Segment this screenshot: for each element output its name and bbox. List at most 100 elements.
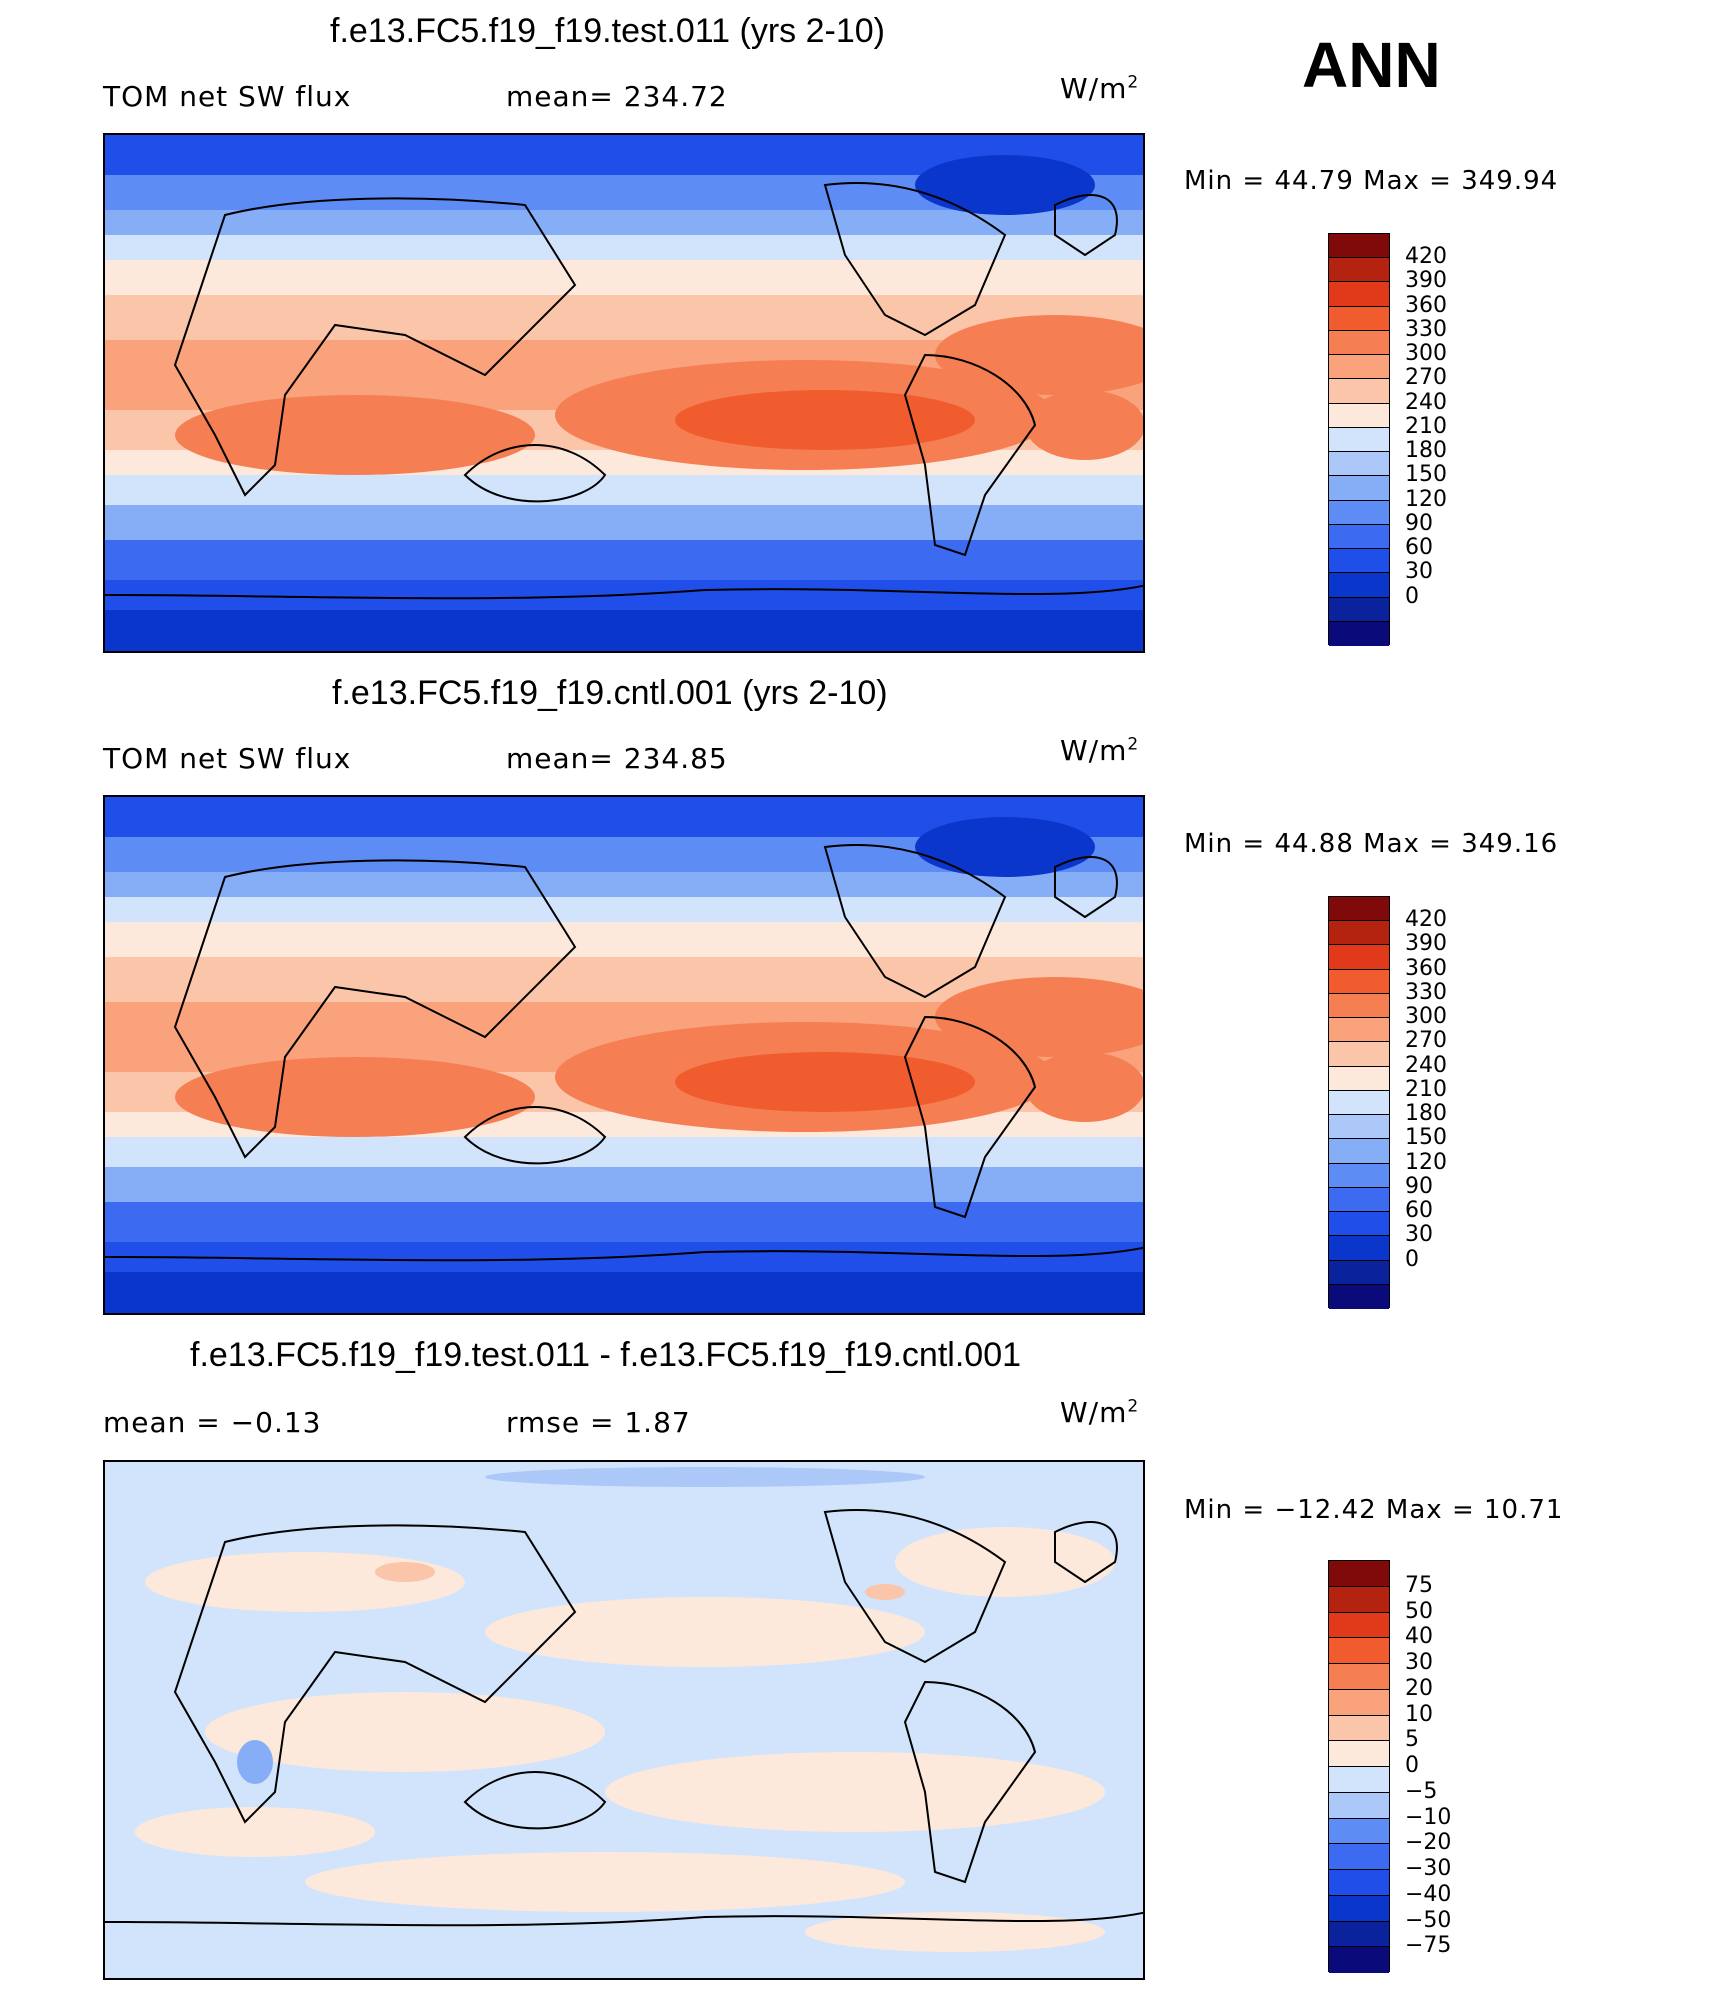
colorbar-swatch xyxy=(1329,1586,1389,1613)
colorbar-swatch xyxy=(1329,234,1389,259)
panel-2-units: W/m2 xyxy=(1060,734,1140,767)
panel-3-colorbar xyxy=(1328,1560,1390,1973)
colorbar-swatch xyxy=(1329,524,1389,550)
colorbar-level-label: −75 xyxy=(1405,1933,1452,1959)
colorbar-swatch xyxy=(1329,500,1389,525)
colorbar-swatch xyxy=(1329,1018,1389,1043)
panel-1-map xyxy=(103,133,1145,653)
panel-1-variable-label: TOM net SW flux xyxy=(103,80,352,113)
colorbar-level-label: 30 xyxy=(1405,559,1433,585)
colorbar-level-label: 60 xyxy=(1405,535,1433,561)
colorbar-swatch xyxy=(1329,1895,1389,1922)
panel-1-title: f.e13.FC5.f19_f19.test.011 (yrs 2-10) xyxy=(330,12,885,50)
colorbar-level-label: 330 xyxy=(1405,979,1447,1005)
colorbar-swatch xyxy=(1329,993,1389,1019)
colorbar-swatch xyxy=(1329,379,1389,404)
panel-3-mean-label: mean = −0.13 xyxy=(103,1406,322,1439)
colorbar-level-label: −30 xyxy=(1405,1856,1452,1881)
colorbar-swatch xyxy=(1329,427,1389,453)
colorbar-level-label: 420 xyxy=(1405,244,1447,270)
colorbar-level-label: 390 xyxy=(1405,268,1447,294)
colorbar-swatch xyxy=(1329,1715,1389,1742)
colorbar-swatch xyxy=(1329,258,1389,283)
panel-3-map xyxy=(103,1460,1145,1980)
colorbar-level-label: 150 xyxy=(1405,1125,1447,1151)
colorbar-swatch xyxy=(1329,1212,1389,1237)
colorbar-level-label: 120 xyxy=(1405,486,1447,512)
panel-2-title: f.e13.FC5.f19_f19.cntl.001 (yrs 2-10) xyxy=(332,674,888,712)
colorbar-level-label: −5 xyxy=(1405,1778,1438,1804)
colorbar-level-label: 90 xyxy=(1405,1173,1433,1199)
panel-3-rmse-label: rmse = 1.87 xyxy=(506,1406,691,1439)
colorbar-level-label: 40 xyxy=(1405,1624,1433,1650)
panel-1-contour-field xyxy=(105,135,1143,651)
colorbar-swatch xyxy=(1329,897,1389,922)
colorbar-swatch xyxy=(1329,597,1389,622)
colorbar-swatch xyxy=(1329,1947,1389,1973)
colorbar-level-label: −40 xyxy=(1405,1881,1452,1907)
colorbar-swatch xyxy=(1329,476,1389,501)
panel-2-contour-field xyxy=(105,797,1143,1313)
colorbar-level-label: 75 xyxy=(1405,1572,1433,1598)
colorbar-level-label: 0 xyxy=(1405,583,1419,609)
colorbar-level-label: 210 xyxy=(1405,1076,1447,1102)
colorbar-swatch xyxy=(1329,1236,1389,1261)
colorbar-swatch xyxy=(1329,573,1389,598)
panel-2-mean-label: mean= 234.85 xyxy=(506,742,728,775)
colorbar-swatch xyxy=(1329,330,1389,356)
colorbar-level-label: 300 xyxy=(1405,341,1447,367)
colorbar-swatch xyxy=(1329,621,1389,646)
panel-3-minmax: Min = −12.42 Max = 10.71 xyxy=(1184,1495,1564,1525)
colorbar-swatch xyxy=(1329,945,1389,970)
colorbar-swatch xyxy=(1329,1284,1389,1309)
panel-2-minmax: Min = 44.88 Max = 349.16 xyxy=(1184,829,1559,859)
colorbar-swatch xyxy=(1329,1187,1389,1213)
panel-1-minmax: Min = 44.79 Max = 349.94 xyxy=(1184,166,1559,196)
colorbar-swatch xyxy=(1329,549,1389,574)
colorbar-swatch xyxy=(1329,1741,1389,1767)
panel-1-colorbar xyxy=(1328,233,1390,646)
colorbar-level-label: 390 xyxy=(1405,931,1447,957)
colorbar-swatch xyxy=(1329,403,1389,428)
panel-3-units: W/m2 xyxy=(1060,1396,1140,1429)
colorbar-swatch xyxy=(1329,1844,1389,1870)
colorbar-swatch xyxy=(1329,1689,1389,1716)
colorbar-level-label: 30 xyxy=(1405,1650,1433,1675)
panel-2-colorbar xyxy=(1328,896,1390,1309)
colorbar-swatch xyxy=(1329,306,1389,331)
colorbar-swatch xyxy=(1329,1042,1389,1067)
colorbar-level-label: 360 xyxy=(1405,292,1447,318)
colorbar-swatch xyxy=(1329,1921,1389,1948)
colorbar-level-label: 360 xyxy=(1405,955,1447,981)
colorbar-swatch xyxy=(1329,1818,1389,1845)
colorbar-swatch xyxy=(1329,1163,1389,1188)
colorbar-swatch xyxy=(1329,1561,1389,1587)
colorbar-swatch xyxy=(1329,1664,1389,1690)
panel-2-map xyxy=(103,795,1145,1315)
panel-1-mean-label: mean= 234.72 xyxy=(506,80,728,113)
panel-2-variable-label: TOM net SW flux xyxy=(103,742,352,775)
colorbar-swatch xyxy=(1329,1260,1389,1285)
colorbar-swatch xyxy=(1329,921,1389,946)
colorbar-swatch xyxy=(1329,452,1389,477)
colorbar-level-label: 20 xyxy=(1405,1675,1433,1701)
panel-3-title: f.e13.FC5.f19_f19.test.011 - f.e13.FC5.f… xyxy=(190,1336,1022,1374)
panel-3-contour-field xyxy=(105,1462,1143,1978)
colorbar-level-label: 10 xyxy=(1405,1701,1433,1727)
colorbar-swatch xyxy=(1329,1612,1389,1639)
colorbar-level-label: 270 xyxy=(1405,1028,1447,1054)
colorbar-level-label: 240 xyxy=(1405,389,1447,415)
colorbar-level-label: 120 xyxy=(1405,1149,1447,1175)
season-label: ANN xyxy=(1302,29,1441,101)
colorbar-level-label: 5 xyxy=(1405,1727,1419,1753)
colorbar-level-label: 180 xyxy=(1405,1101,1447,1127)
colorbar-swatch xyxy=(1329,1870,1389,1896)
colorbar-level-label: −20 xyxy=(1405,1830,1452,1856)
colorbar-level-label: 30 xyxy=(1405,1222,1433,1248)
colorbar-level-label: 0 xyxy=(1405,1753,1419,1778)
colorbar-level-label: 330 xyxy=(1405,316,1447,342)
colorbar-level-label: 90 xyxy=(1405,510,1433,536)
colorbar-level-label: 210 xyxy=(1405,413,1447,439)
colorbar-swatch xyxy=(1329,1090,1389,1116)
colorbar-level-label: 270 xyxy=(1405,365,1447,391)
